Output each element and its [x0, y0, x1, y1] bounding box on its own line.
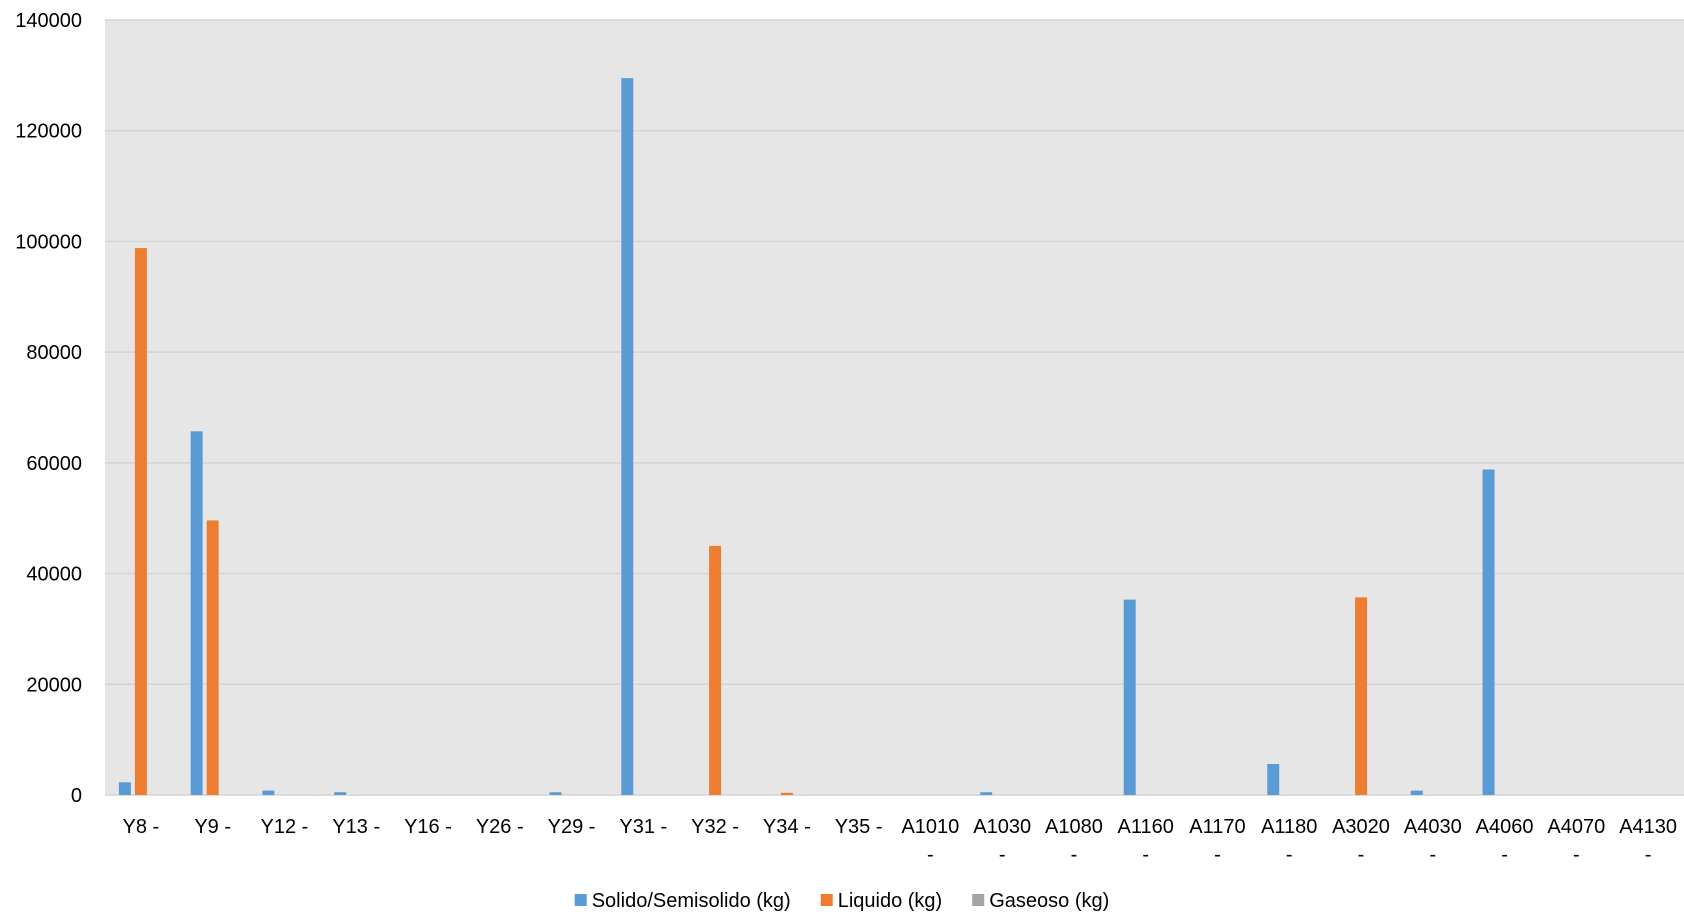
bar-solido-semisolido — [334, 792, 347, 795]
x-tick-label: Y35 - — [835, 816, 883, 838]
bar-liquido — [1355, 597, 1368, 795]
bar-solido-semisolido — [1410, 790, 1423, 795]
legend-swatch — [972, 894, 985, 906]
x-tick-label: Y16 - — [404, 816, 452, 838]
x-tick-label: A1080 — [1045, 816, 1103, 838]
x-tick-label-continuation: - — [1645, 844, 1652, 866]
y-tick-label: 20000 — [26, 674, 82, 696]
x-tick-label: A1170 — [1189, 816, 1245, 838]
x-tick-label: A4030 — [1404, 816, 1462, 838]
legend-swatch — [820, 894, 833, 906]
y-axis-ticks: 0 20000 40000 60000 80000 100000 120000 140000 — [15, 10, 82, 807]
x-tick-label: Y8 - — [123, 816, 160, 838]
x-tick-label: Y29 - — [548, 816, 596, 838]
bar-solido-semisolido — [118, 782, 131, 795]
legend-label: Gaseoso (kg) — [989, 890, 1109, 912]
legend-label: Solido/Semisolido (kg) — [592, 890, 791, 912]
legend: Solido/Semisolido (kg) Liquido (kg) Gaseos… — [574, 890, 1109, 912]
bar-solido-semisolido — [1123, 599, 1136, 795]
x-axis-ticks: Y8 - Y9 - Y12 - Y13 - Y16 - Y26 - Y29 - Y31 - Y3… — [123, 816, 1677, 866]
y-tick-label: 100000 — [15, 231, 82, 253]
x-tick-label-continuation: - — [1142, 844, 1149, 866]
x-tick-label: A1010 — [901, 816, 959, 838]
x-tick-label-continuation: - — [1501, 844, 1508, 866]
x-tick-label: A4130 — [1619, 816, 1677, 838]
bar-solido-semisolido — [1267, 764, 1280, 795]
x-tick-label-continuation: - — [1286, 844, 1293, 866]
x-tick-label-continuation: - — [1214, 844, 1221, 866]
x-tick-label: Y32 - — [691, 816, 739, 838]
x-tick-label: Y34 - — [763, 816, 811, 838]
x-tick-label-continuation: - — [927, 844, 934, 866]
x-tick-label: A3020 — [1332, 816, 1390, 838]
x-tick-label: Y31 - — [619, 816, 667, 838]
bar-solido-semisolido — [621, 78, 634, 795]
gridlines — [105, 19, 1684, 796]
bar-solido-semisolido — [1482, 469, 1495, 795]
bar-solido-semisolido — [549, 792, 562, 795]
bar-liquido — [206, 520, 219, 795]
legend-label: Liquido (kg) — [838, 890, 943, 912]
x-tick-label-continuation: - — [1358, 844, 1365, 866]
y-tick-label: 80000 — [26, 342, 82, 364]
x-tick-label-continuation: - — [999, 844, 1006, 866]
plot-background — [105, 20, 1684, 795]
bar-liquido — [709, 545, 722, 795]
y-tick-label: 40000 — [26, 564, 82, 586]
x-tick-label: Y13 - — [332, 816, 380, 838]
bar-solido-semisolido — [980, 792, 993, 795]
bar-solido-semisolido — [190, 431, 203, 795]
bar-liquido — [780, 792, 793, 795]
y-tick-label: 140000 — [15, 10, 82, 32]
bar-liquido — [134, 248, 147, 796]
x-tick-label: A4070 — [1547, 816, 1605, 838]
x-tick-label-continuation: - — [1573, 844, 1580, 866]
legend-swatch — [574, 894, 587, 906]
x-tick-label: A4060 — [1476, 816, 1534, 838]
x-tick-label: Y26 - — [476, 816, 524, 838]
bar-solido-semisolido — [262, 790, 275, 795]
x-tick-label-continuation: - — [1429, 844, 1436, 866]
x-tick-label: A1180 — [1261, 816, 1317, 838]
bars — [118, 78, 1495, 796]
y-tick-label: 0 — [71, 785, 82, 807]
x-tick-label: A1030 — [973, 816, 1031, 838]
x-tick-label: A1160 — [1118, 816, 1174, 838]
y-tick-label: 120000 — [15, 121, 82, 143]
x-tick-label-continuation: - — [1071, 844, 1078, 866]
y-tick-label: 60000 — [26, 453, 82, 475]
x-tick-label: Y9 - — [194, 816, 231, 838]
x-tick-label: Y12 - — [261, 816, 309, 838]
